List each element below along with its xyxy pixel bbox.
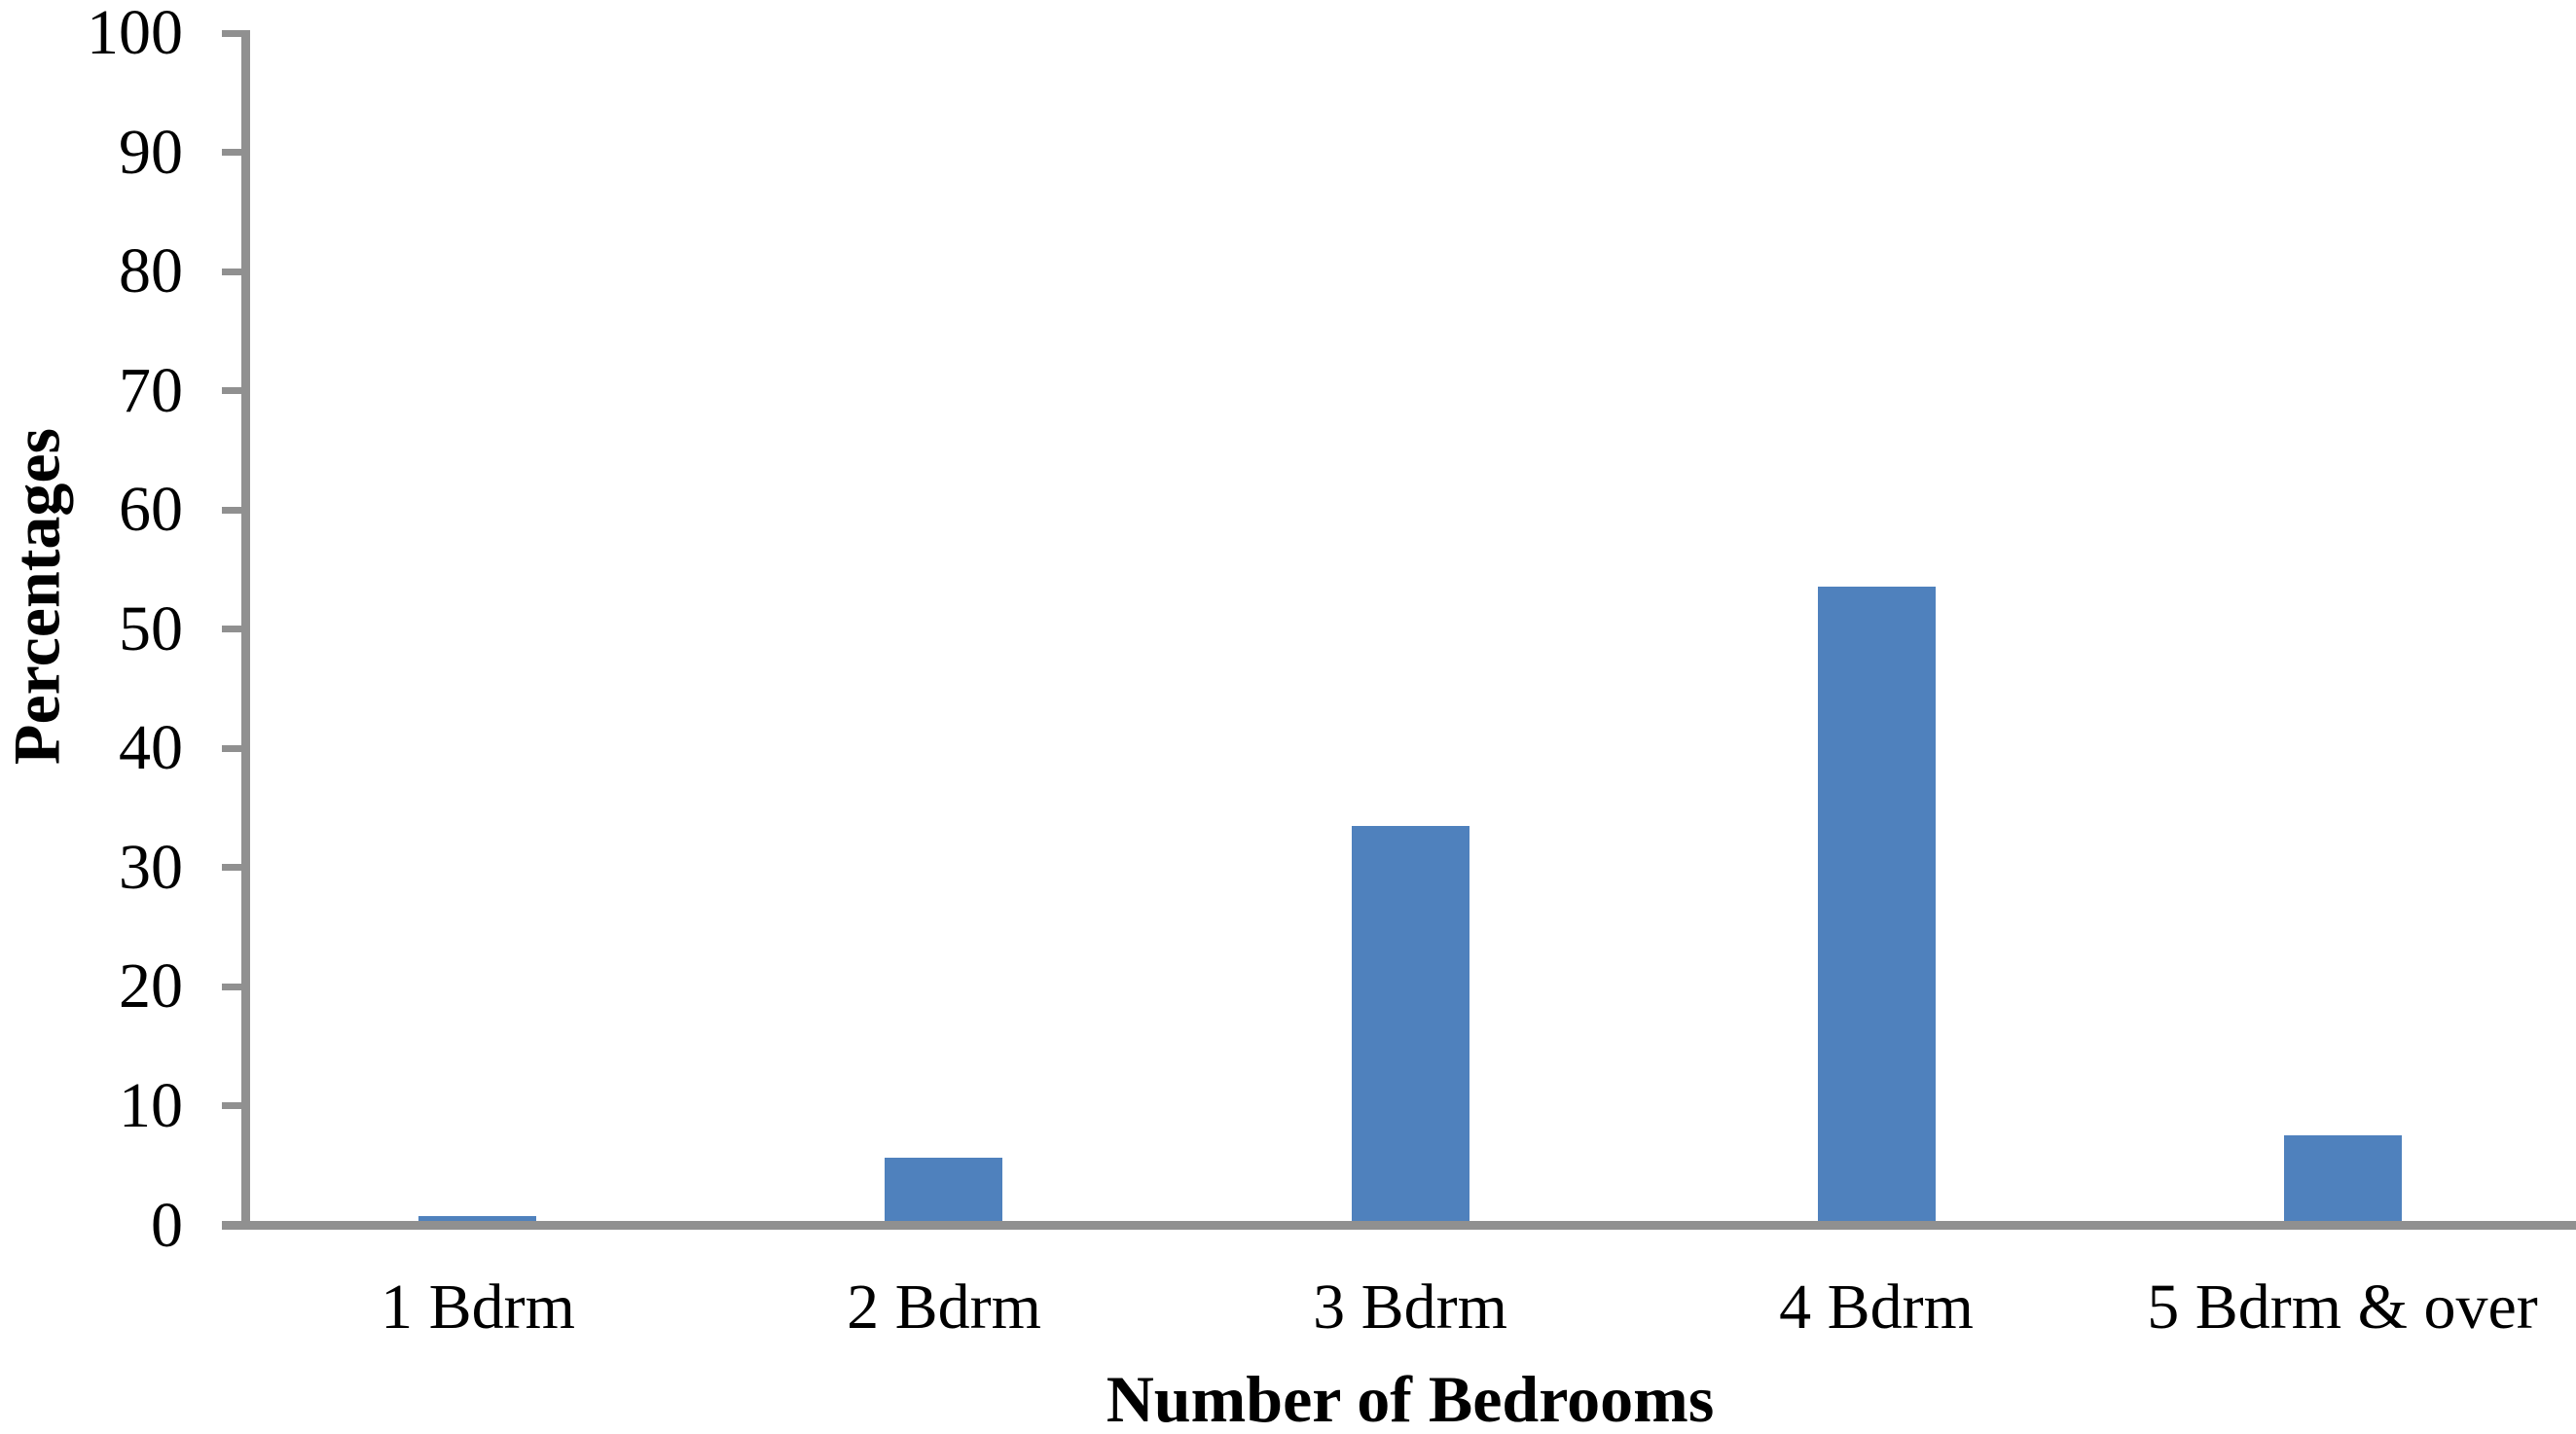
y-tick-mark: [222, 983, 247, 990]
y-tick-label: 40: [119, 712, 183, 784]
y-tick-mark: [222, 268, 247, 275]
y-tick-mark: [222, 149, 247, 157]
bar-1-bdrm: [418, 1216, 536, 1221]
x-category-label: 4 Bdrm: [1779, 1272, 1974, 1343]
y-tick-label: 0: [151, 1189, 183, 1261]
y-tick-mark: [222, 387, 247, 395]
bar-5-bdrm-over: [2284, 1135, 2402, 1221]
x-category-label: 3 Bdrm: [1313, 1272, 1507, 1343]
x-axis-title-wrap: Number of Bedrooms: [244, 1360, 2576, 1434]
y-tick-label: 70: [119, 354, 183, 426]
bar-3-bdrm: [1352, 826, 1469, 1221]
y-tick-label: 30: [119, 831, 183, 903]
y-tick-label: 60: [119, 474, 183, 546]
y-tick-label: 20: [119, 950, 183, 1022]
bar-4-bdrm: [1818, 587, 1936, 1221]
y-tick-label: 90: [119, 116, 183, 188]
y-tick-mark: [222, 506, 247, 514]
y-tick-mark: [222, 626, 247, 633]
x-category-label: 5 Bdrm & over: [2147, 1272, 2538, 1343]
y-tick-mark: [222, 29, 247, 37]
y-tick-label: 80: [119, 235, 183, 307]
y-tick-mark: [222, 1102, 247, 1110]
y-tick-mark: [222, 864, 247, 872]
y-axis-line: [241, 30, 250, 1230]
x-axis-line: [222, 1221, 2576, 1230]
x-category-label: 1 Bdrm: [381, 1272, 575, 1343]
y-tick-mark: [222, 744, 247, 752]
x-category-label: 2 Bdrm: [847, 1272, 1041, 1343]
y-tick-label: 100: [87, 0, 183, 68]
bar-2-bdrm: [885, 1158, 1002, 1221]
y-tick-label: 10: [119, 1069, 183, 1141]
y-tick-label: 50: [119, 592, 183, 664]
x-axis-title: Number of Bedrooms: [1106, 1361, 1715, 1434]
